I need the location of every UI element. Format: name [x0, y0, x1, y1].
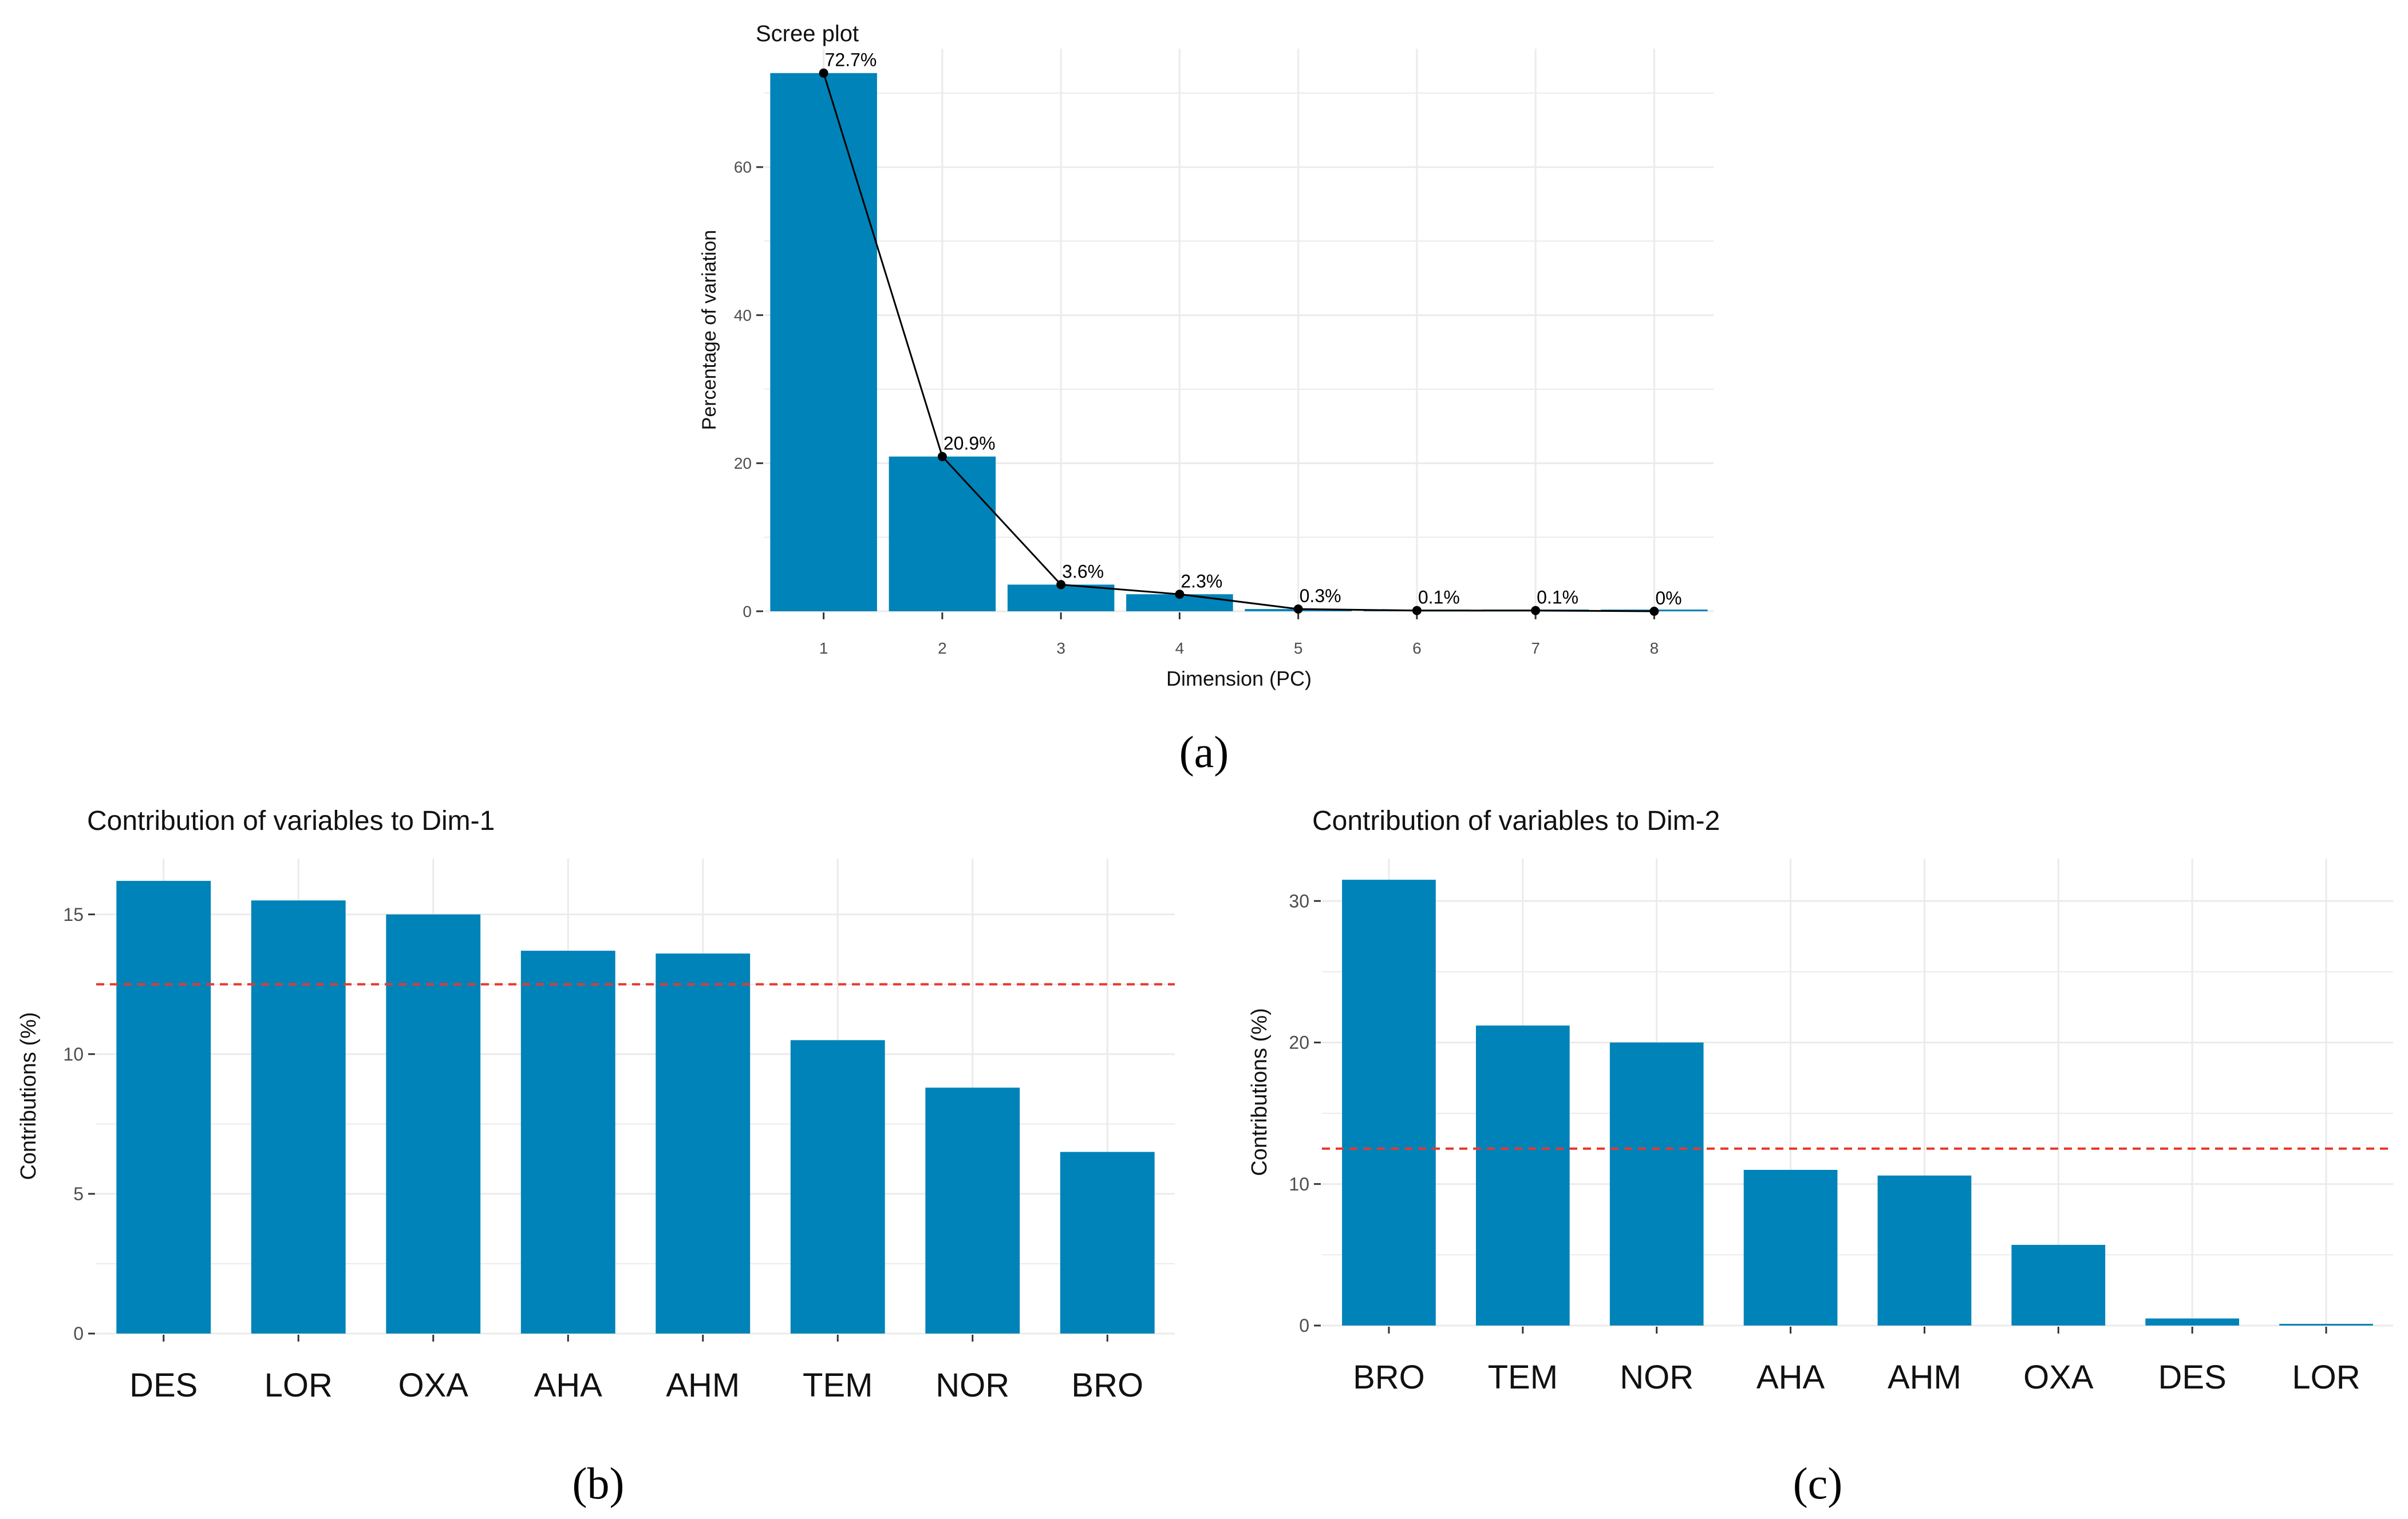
- y-tick-label: 30: [1289, 891, 1309, 911]
- x-tick-label: DES: [129, 1367, 198, 1404]
- series-point: [937, 452, 947, 461]
- x-tick-label: DES: [2158, 1359, 2227, 1396]
- scree-plot-panel: 0 20 40 60 1 2 3 4 5 6 7 8 72.7% 20.9% 3.6% 2.3% 0.3% 0.1…: [698, 21, 1714, 690]
- x-tick-label: 2: [938, 639, 947, 657]
- bar-OXA: [386, 914, 481, 1334]
- data-label: 0%: [1655, 588, 1681, 608]
- y-tick-label: 20: [734, 454, 752, 472]
- series-point: [819, 68, 828, 78]
- x-tick-label: LOR: [2292, 1359, 2360, 1396]
- chart-title: Contribution of variables to Dim-1: [87, 806, 495, 836]
- bar-NOR: [925, 1087, 1020, 1334]
- data-label: 20.9%: [944, 433, 996, 454]
- y-axis-label: Contributions (%): [17, 1012, 41, 1180]
- x-tick-label: 5: [1294, 639, 1303, 657]
- y-tick-label: 60: [734, 159, 752, 176]
- bar-LOR: [2279, 1324, 2373, 1326]
- bar-2: [889, 456, 996, 611]
- x-tick-label: 6: [1412, 639, 1422, 657]
- y-tick-label: 0: [73, 1323, 84, 1344]
- data-label: 0.1%: [1537, 587, 1578, 608]
- y-tick-label: 0: [743, 603, 752, 620]
- y-axis-label: Percentage of variation: [698, 230, 720, 430]
- bar-DES: [116, 881, 211, 1334]
- x-tick-label: BRO: [1353, 1359, 1425, 1396]
- x-tick-label: NOR: [1620, 1359, 1694, 1396]
- x-tick-label: TEM: [1488, 1359, 1558, 1396]
- x-tick-label: 8: [1650, 639, 1659, 657]
- chart-title: Contribution of variables to Dim-2: [1312, 806, 1720, 836]
- x-tick-label: NOR: [935, 1367, 1009, 1404]
- bar-BRO: [1060, 1152, 1155, 1334]
- bar-LOR: [251, 900, 346, 1334]
- x-tick-label: 4: [1175, 639, 1185, 657]
- x-tick-label: LOR: [265, 1367, 333, 1404]
- caption-c: (c): [1793, 1458, 1843, 1508]
- series-point: [1412, 606, 1422, 615]
- x-tick-label: TEM: [803, 1367, 873, 1404]
- x-tick-label: 3: [1056, 639, 1065, 657]
- bar-OXA: [2011, 1245, 2106, 1326]
- bar-TEM: [1475, 1025, 1570, 1326]
- bar-AHA: [1743, 1170, 1838, 1326]
- data-label: 0.3%: [1300, 586, 1341, 606]
- bar-AHM: [656, 954, 751, 1334]
- bar-1: [770, 73, 877, 612]
- series-point: [1175, 590, 1185, 599]
- bar-DES: [2145, 1318, 2240, 1326]
- caption-a: (a): [1179, 727, 1229, 777]
- chart-title: Scree plot: [756, 21, 859, 46]
- dim1-contribution-panel: 0 5 10 15 DES LOR OXA AHA AHM TEM NOR BRO Contributi…: [17, 806, 1175, 1404]
- x-tick-label: 1: [819, 639, 828, 657]
- x-tick-label: AHM: [1888, 1359, 1961, 1396]
- bar-TEM: [790, 1040, 885, 1334]
- y-tick-label: 5: [73, 1184, 84, 1204]
- y-tick-label: 20: [1289, 1033, 1309, 1053]
- x-tick-label: OXA: [2023, 1359, 2094, 1396]
- y-tick-label: 15: [63, 904, 84, 925]
- caption-b: (b): [573, 1458, 625, 1508]
- x-tick-label: AHA: [534, 1367, 603, 1404]
- x-tick-label: AHA: [1756, 1359, 1825, 1396]
- y-tick-label: 40: [734, 306, 752, 324]
- series-point: [1056, 580, 1066, 590]
- data-label: 3.6%: [1062, 561, 1104, 582]
- data-label: 72.7%: [825, 50, 877, 70]
- series-point: [1293, 604, 1303, 614]
- y-tick-label: 0: [1299, 1315, 1309, 1336]
- series-line: [823, 73, 1655, 612]
- x-tick-label: BRO: [1071, 1367, 1143, 1404]
- y-tick-label: 10: [1289, 1174, 1309, 1194]
- dim2-contribution-panel: 0 10 20 30 BRO TEM NOR AHA AHM OXA DES LOR Contribut…: [1248, 806, 2393, 1396]
- data-label: 0.1%: [1418, 587, 1460, 608]
- x-tick-label: AHM: [666, 1367, 740, 1404]
- series-point: [1531, 606, 1541, 615]
- x-tick-label: OXA: [398, 1367, 469, 1404]
- x-tick-label: 7: [1531, 639, 1540, 657]
- bar-AHM: [1877, 1175, 1972, 1326]
- x-axis-label: Dimension (PC): [1166, 667, 1312, 690]
- bar-NOR: [1609, 1042, 1704, 1326]
- y-tick-label: 10: [63, 1044, 84, 1065]
- bar-BRO: [1342, 880, 1436, 1326]
- data-label: 2.3%: [1181, 571, 1222, 591]
- bar-AHA: [520, 951, 615, 1334]
- y-axis-label: Contributions (%): [1248, 1008, 1272, 1176]
- series-point: [1649, 607, 1659, 616]
